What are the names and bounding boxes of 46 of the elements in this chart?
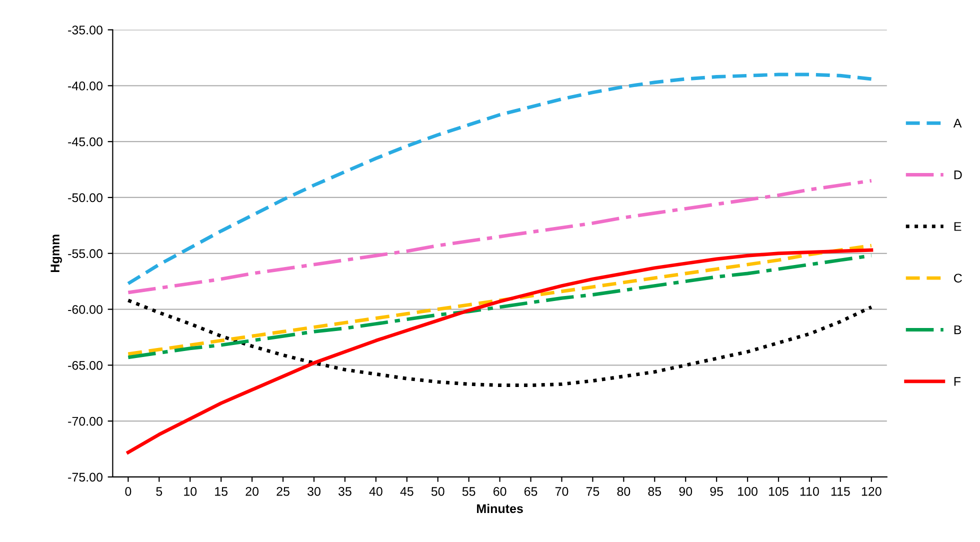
legend-label: D xyxy=(954,170,962,180)
line-series xyxy=(126,178,874,294)
x-tick-label: 0 xyxy=(125,487,132,496)
x-tick-label: 20 xyxy=(246,487,259,496)
x-tick-label: 15 xyxy=(215,487,228,496)
x-tick-label: 120 xyxy=(862,487,882,496)
y-tick-label: -45.00 xyxy=(68,137,102,146)
x-tick-label: 45 xyxy=(400,487,414,496)
x-tick-label: 80 xyxy=(617,487,630,496)
y-tick-label: -50.00 xyxy=(68,193,102,202)
y-tick-label: -70.00 xyxy=(68,416,102,426)
x-tick-label: 90 xyxy=(679,487,692,496)
x-tick-label: 105 xyxy=(769,487,788,496)
line-series xyxy=(126,248,874,454)
x-tick-label: 40 xyxy=(369,487,382,496)
legend-label: F xyxy=(954,377,961,386)
x-tick-label: 35 xyxy=(338,487,352,496)
x-tick-label: 95 xyxy=(710,487,724,496)
y-tick-label: -65.00 xyxy=(68,360,102,370)
y-tick-label: -75.00 xyxy=(68,472,102,482)
y-axis-title: Hgmm xyxy=(50,234,62,272)
legend-label: C xyxy=(954,274,962,283)
line-series xyxy=(126,72,874,286)
x-tick-label: 25 xyxy=(276,487,290,496)
y-tick-label: -40.00 xyxy=(68,82,102,90)
legend-label: B xyxy=(954,325,962,334)
x-tick-label: 100 xyxy=(738,487,758,496)
legend-label: E xyxy=(954,222,962,231)
y-tick-label: -55.00 xyxy=(68,249,102,258)
x-tick-label: 10 xyxy=(184,487,197,496)
x-tick-label: 50 xyxy=(431,487,444,496)
x-tick-label: 65 xyxy=(524,487,538,496)
x-tick-label: 30 xyxy=(308,487,320,496)
line-series xyxy=(126,298,874,388)
y-tick-label: -35.00 xyxy=(68,26,102,34)
x-tick-label: 70 xyxy=(555,487,568,496)
x-tick-label: 55 xyxy=(462,487,476,496)
y-tick-label: -60.00 xyxy=(68,305,102,314)
x-tick-label: 5 xyxy=(156,487,162,496)
x-axis-title: Minutes xyxy=(477,504,523,514)
legend-label: A xyxy=(953,118,962,128)
x-tick-label: 60 xyxy=(493,487,506,496)
x-tick-label: 85 xyxy=(648,487,662,496)
x-tick-label: 75 xyxy=(586,487,600,496)
x-tick-label: 110 xyxy=(800,487,819,496)
x-tick-label: 115 xyxy=(831,487,850,496)
